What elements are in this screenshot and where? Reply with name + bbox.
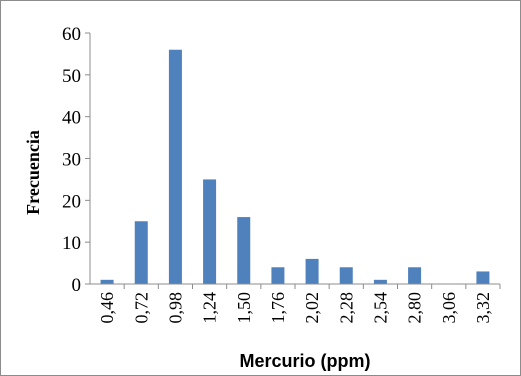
y-tick-label: 0: [72, 275, 82, 296]
x-axis-title: Mercurio (ppm): [239, 351, 370, 371]
y-axis-ticks: 0 10 20 30 40 50 60: [62, 24, 90, 296]
x-tick-label: 2,28: [336, 292, 356, 324]
y-tick-label: 10: [62, 233, 81, 254]
x-tick-label: 2,80: [405, 292, 425, 324]
x-tick-label: 3,32: [473, 292, 493, 324]
x-tick-label: 2,54: [370, 292, 390, 324]
bar-6: [305, 258, 319, 284]
y-tick-label: 20: [62, 191, 81, 212]
y-axis-title: Frecuencia: [23, 130, 43, 215]
x-tick-label: 0,72: [131, 292, 151, 324]
y-tick-label: 60: [62, 24, 81, 45]
x-tick-label: 0,46: [97, 292, 117, 324]
bars: [100, 49, 490, 284]
bar-2: [168, 49, 182, 284]
bar-8: [373, 279, 387, 284]
y-tick-label: 30: [62, 150, 81, 171]
bar-4: [237, 217, 251, 284]
bar-3: [203, 179, 217, 284]
bar-1: [134, 221, 148, 284]
x-tick-label: 3,06: [439, 292, 459, 324]
x-tick-label: 1,76: [268, 292, 288, 324]
y-tick-label: 40: [62, 108, 81, 129]
x-tick-label: 2,02: [302, 292, 322, 324]
y-tick-label: 50: [62, 66, 81, 87]
x-axis-ticks: 0,46 0,72 0,98 1,24 1,50 1,76 2,02 2,28 2,54 2,80…: [97, 284, 501, 324]
x-tick-label: 1,50: [234, 292, 254, 324]
bar-9: [408, 267, 422, 284]
bar-11: [476, 271, 490, 284]
x-tick-label: 0,98: [165, 292, 185, 324]
bar-7: [339, 267, 353, 284]
bar-0: [100, 279, 114, 284]
bar-5: [271, 267, 285, 284]
x-tick-label: 1,24: [200, 292, 220, 324]
